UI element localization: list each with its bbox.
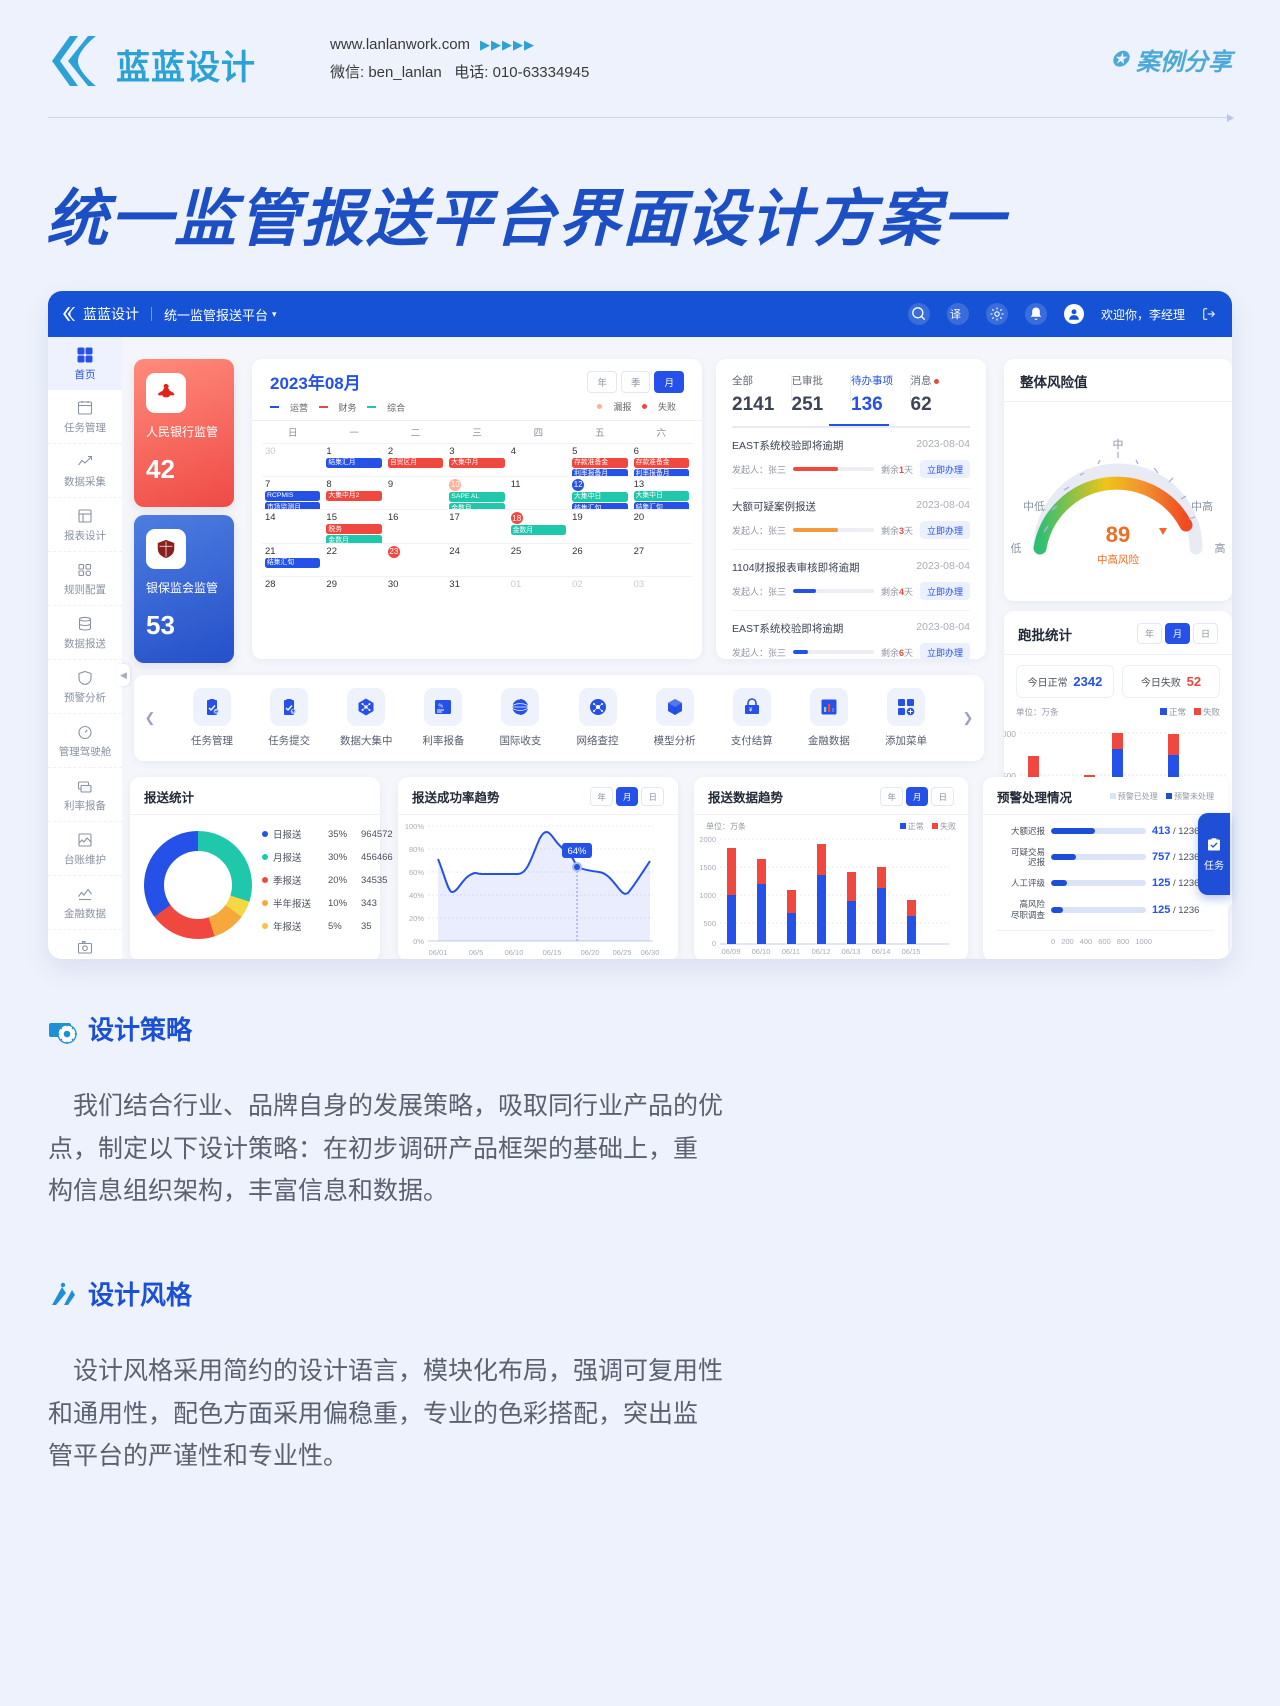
- svg-text:06/09: 06/09: [722, 947, 741, 956]
- svg-text:500: 500: [703, 919, 716, 928]
- svg-text:06/20: 06/20: [581, 948, 600, 957]
- svg-text:1000: 1000: [699, 891, 716, 900]
- svg-text:06/15: 06/15: [902, 947, 921, 956]
- svg-text:2000: 2000: [699, 835, 716, 844]
- svg-text:06/5: 06/5: [469, 948, 484, 957]
- svg-text:2000: 2000: [1004, 729, 1016, 739]
- svg-text:0%: 0%: [413, 937, 424, 946]
- svg-text:06/10: 06/10: [752, 947, 771, 956]
- svg-text:60%: 60%: [409, 868, 424, 877]
- svg-text:中: 中: [1113, 438, 1124, 451]
- svg-text:译: 译: [950, 308, 961, 321]
- svg-text:1500: 1500: [699, 863, 716, 872]
- svg-text:06/25: 06/25: [613, 948, 632, 957]
- svg-text:06/15: 06/15: [543, 948, 562, 957]
- svg-text:40%: 40%: [409, 891, 424, 900]
- svg-text:20%: 20%: [409, 914, 424, 923]
- svg-text:06/11: 06/11: [782, 947, 800, 956]
- svg-text:06/30: 06/30: [641, 948, 660, 957]
- svg-text:06/14: 06/14: [872, 947, 891, 956]
- svg-text:中低: 中低: [1023, 500, 1045, 513]
- svg-text:06/13: 06/13: [842, 947, 861, 956]
- svg-text:%: %: [439, 704, 444, 710]
- svg-text:06/12: 06/12: [812, 947, 831, 956]
- svg-text:中高: 中高: [1191, 499, 1213, 513]
- svg-text:06/01: 06/01: [429, 948, 448, 957]
- svg-text:80%: 80%: [409, 845, 424, 854]
- svg-text:100%: 100%: [405, 822, 425, 831]
- svg-text:06/10: 06/10: [505, 948, 524, 957]
- svg-text:64%: 64%: [567, 846, 587, 857]
- svg-text:0: 0: [712, 939, 716, 948]
